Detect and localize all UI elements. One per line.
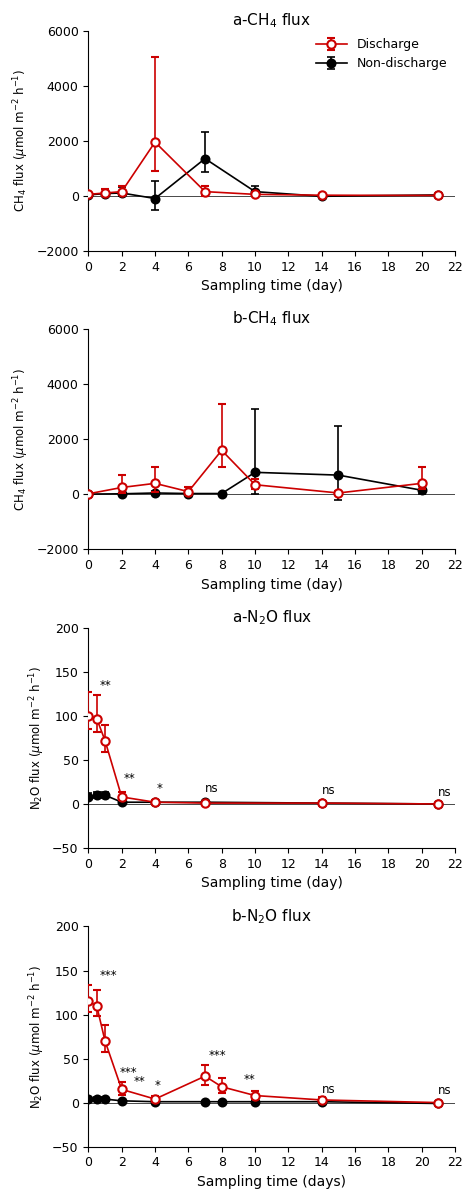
X-axis label: Sampling time (day): Sampling time (day) bbox=[201, 280, 343, 293]
Text: ns: ns bbox=[438, 786, 452, 799]
Title: a-N$_2$O flux: a-N$_2$O flux bbox=[231, 608, 312, 628]
Text: **: ** bbox=[100, 679, 112, 692]
Y-axis label: N$_2$O flux ($\mu$mol m$^{-2}$ h$^{-1}$): N$_2$O flux ($\mu$mol m$^{-2}$ h$^{-1}$) bbox=[27, 965, 46, 1109]
Text: ns: ns bbox=[205, 782, 219, 796]
X-axis label: Sampling time (day): Sampling time (day) bbox=[201, 876, 343, 890]
Title: b-CH$_4$ flux: b-CH$_4$ flux bbox=[232, 310, 311, 329]
Y-axis label: N$_2$O flux ($\mu$mol m$^{-2}$ h$^{-1}$): N$_2$O flux ($\mu$mol m$^{-2}$ h$^{-1}$) bbox=[27, 666, 46, 810]
Text: ***: *** bbox=[209, 1049, 226, 1062]
Text: *: * bbox=[157, 782, 163, 796]
Text: ns: ns bbox=[322, 784, 335, 797]
Title: b-N$_2$O flux: b-N$_2$O flux bbox=[231, 907, 312, 925]
Text: **: ** bbox=[123, 772, 135, 785]
Text: *: * bbox=[155, 1079, 161, 1092]
Text: ns: ns bbox=[438, 1085, 452, 1097]
Text: **: ** bbox=[243, 1073, 255, 1086]
Text: ***: *** bbox=[100, 968, 118, 982]
Legend: Discharge, Non-discharge: Discharge, Non-discharge bbox=[310, 34, 453, 76]
Y-axis label: CH$_4$ flux ($\mu$mol m$^{-2}$ h$^{-1}$): CH$_4$ flux ($\mu$mol m$^{-2}$ h$^{-1}$) bbox=[11, 367, 31, 511]
Text: ***: *** bbox=[120, 1066, 137, 1079]
X-axis label: Sampling time (days): Sampling time (days) bbox=[197, 1175, 346, 1189]
Text: **: ** bbox=[133, 1075, 145, 1087]
Text: ns: ns bbox=[322, 1082, 335, 1096]
Y-axis label: CH$_4$ flux ($\mu$mol m$^{-2}$ h$^{-1}$): CH$_4$ flux ($\mu$mol m$^{-2}$ h$^{-1}$) bbox=[11, 70, 31, 212]
X-axis label: Sampling time (day): Sampling time (day) bbox=[201, 577, 343, 592]
Title: a-CH$_4$ flux: a-CH$_4$ flux bbox=[232, 11, 311, 30]
